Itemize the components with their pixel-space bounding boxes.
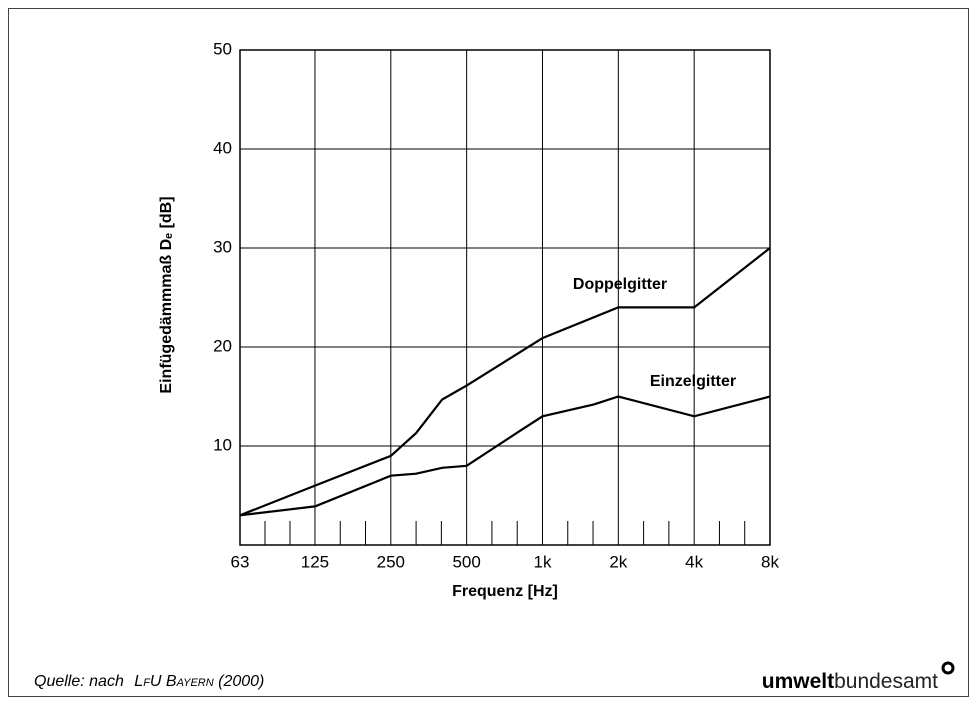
line <box>239 247 771 517</box>
x-axis-label: Frequenz [Hz] <box>452 583 558 600</box>
y-tick-label: 10 <box>213 435 232 454</box>
line <box>239 395 771 517</box>
x-tick-label: 250 <box>377 552 405 571</box>
logo-icon <box>941 661 955 675</box>
source-prefix: Quelle: nach <box>34 673 124 690</box>
source: Quelle: nach LfU Bayern (2000) <box>34 673 264 690</box>
logo: umweltbundesamt <box>762 670 938 693</box>
series-label: Doppelgitter <box>573 276 667 293</box>
logo-bold: umwelt <box>762 670 834 693</box>
y-axis-label: Einfügedämmmaß Dₑ [dB] <box>158 196 175 393</box>
x-tick-label: 125 <box>301 552 329 571</box>
x-tick-label: 2k <box>609 552 627 571</box>
x-tick-label: 500 <box>452 552 480 571</box>
x-tick-label: 8k <box>761 552 779 571</box>
logo-regular: bundesamt <box>834 670 938 693</box>
plot-border <box>239 49 771 546</box>
source-year: (2000) <box>218 673 264 690</box>
x-tick-label: 1k <box>533 552 551 571</box>
x-tick-label: 63 <box>231 552 250 571</box>
frame <box>8 8 969 697</box>
y-tick-label: 30 <box>213 237 232 256</box>
y-tick-label: 20 <box>213 336 232 355</box>
y-tick-label: 50 <box>213 39 232 58</box>
y-tick-label: 40 <box>213 138 232 157</box>
source-author: LfU Bayern <box>134 673 213 690</box>
x-tick-label: 4k <box>685 552 703 571</box>
series-label: Einzelgitter <box>650 373 736 390</box>
